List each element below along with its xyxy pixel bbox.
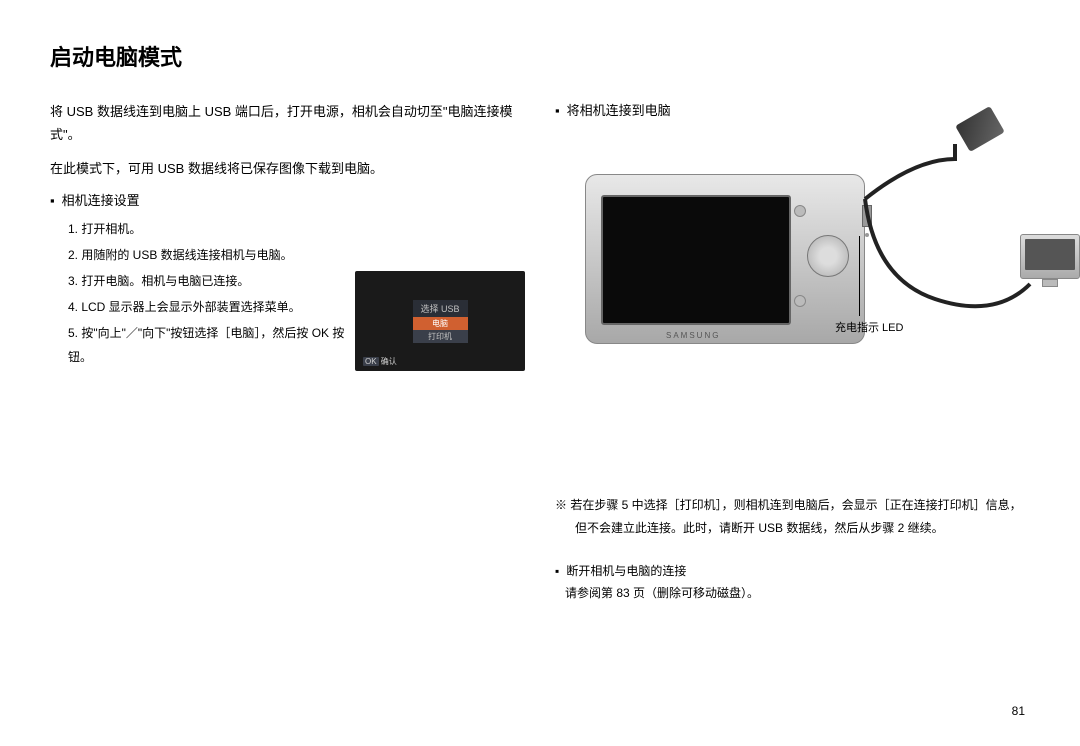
lcd-menu-item-computer: 电脑	[413, 317, 468, 330]
monitor-icon	[1020, 234, 1080, 279]
lcd-menu: 选择 USB 电脑 打印机	[413, 300, 468, 343]
lcd-ok-text: 确认	[381, 357, 397, 366]
camera-button-top	[794, 205, 806, 217]
disconnect-heading: 断开相机与电脑的连接	[566, 564, 686, 578]
left-column: 将 USB 数据线连到电脑上 USB 端口后，打开电源，相机会自动切至"电脑连接…	[50, 100, 525, 605]
computer-icon	[1020, 234, 1080, 314]
settings-heading: ▪ 相机连接设置	[50, 190, 525, 209]
lcd-menu-item-printer: 打印机	[413, 330, 468, 343]
monitor-stand	[1042, 279, 1058, 287]
camera-button-bottom	[794, 295, 806, 307]
settings-heading-text: 相机连接设置	[62, 193, 140, 208]
connect-heading-text: 将相机连接到电脑	[567, 103, 671, 118]
bullet-icon: ▪	[555, 103, 563, 118]
disconnect-text: 请参阅第 83 页（删除可移动磁盘）。	[565, 586, 759, 600]
step-5: 5. 按"向上"／"向下"按钮选择［电脑］，然后按 OK 按钮。	[68, 321, 348, 369]
lcd-menu-title: 选择 USB	[413, 300, 468, 317]
warning-note: ※ 若在步骤 5 中选择［打印机］，则相机连到电脑后，会显示［正在连接打印机］信…	[555, 494, 1030, 540]
bullet-icon: ▪	[50, 193, 58, 208]
lcd-ok-button: OK	[363, 357, 379, 366]
step-1: 1. 打开相机。	[68, 217, 525, 241]
bullet-icon: ▪	[555, 560, 563, 583]
page-number: 81	[1012, 704, 1025, 718]
right-column: ▪ 将相机连接到电脑 SAMSUNG 充电指示 LED	[555, 100, 1030, 605]
step-2: 2. 用随附的 USB 数据线连接相机与电脑。	[68, 243, 525, 267]
lcd-screen: 选择 USB 电脑 打印机 OK 确认	[355, 271, 525, 371]
lcd-ok-row: OK 确认	[363, 356, 397, 367]
camera-dpad	[807, 235, 849, 277]
intro-paragraph-1: 将 USB 数据线连到电脑上 USB 端口后，打开电源，相机会自动切至"电脑连接…	[50, 100, 525, 147]
disconnect-section: ▪ 断开相机与电脑的连接 请参阅第 83 页（删除可移动磁盘）。	[555, 560, 1030, 606]
page-title: 启动电脑模式	[50, 40, 1030, 72]
camera-lcd	[601, 195, 791, 325]
camera-brand-label: SAMSUNG	[666, 331, 720, 340]
camera-body: SAMSUNG	[585, 174, 865, 344]
connect-heading: ▪ 将相机连接到电脑	[555, 100, 1030, 119]
camera-diagram: SAMSUNG 充电指示 LED	[555, 134, 1030, 474]
intro-paragraph-2: 在此模式下，可用 USB 数据线将已保存图像下载到电脑。	[50, 157, 525, 180]
